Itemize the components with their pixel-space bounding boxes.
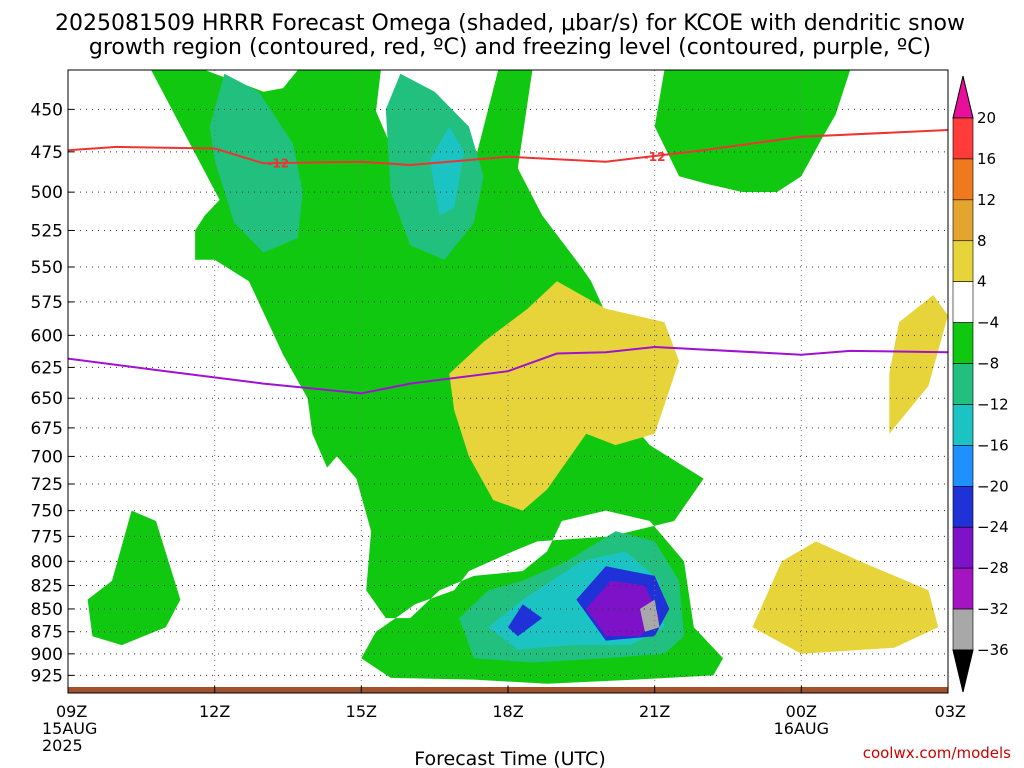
y-tick-label: 825 <box>31 576 63 596</box>
y-tick-label: 800 <box>31 552 63 572</box>
x-tick-label: 15Z <box>346 702 377 721</box>
colorbar-label: 12 <box>977 191 996 209</box>
colorbar-swatch <box>952 486 974 528</box>
colorbar-swatch <box>952 240 974 282</box>
y-tick-label: 450 <box>31 100 63 120</box>
colorbar-label: −4 <box>977 314 999 332</box>
colorbar-label: 16 <box>977 150 996 168</box>
x-tick-date: 15AUG <box>42 719 97 738</box>
omega-region-3 <box>209 73 303 253</box>
colorbar-label: −8 <box>977 355 999 373</box>
colorbar-label: −20 <box>977 477 1009 495</box>
colorbar-label: −28 <box>977 559 1009 577</box>
colorbar-swatch <box>952 567 974 610</box>
y-tick-label: 500 <box>31 183 63 203</box>
y-tick-label: 925 <box>31 666 63 686</box>
y-tick-label: 725 <box>31 475 63 495</box>
y-tick-label: 625 <box>31 358 63 378</box>
x-tick-label: 09Z <box>56 702 87 721</box>
colorbar-swatch <box>952 363 974 405</box>
colorbar-swatch <box>952 322 974 364</box>
y-tick-label: 775 <box>31 527 63 547</box>
omega-region-14 <box>449 281 680 511</box>
colorbar-label: −24 <box>977 518 1009 536</box>
y-tick-label: 600 <box>31 326 63 346</box>
contour-label-1: -12 <box>644 150 666 164</box>
colorbar-label: 20 <box>977 109 996 127</box>
y-tick-label: 525 <box>31 221 63 241</box>
omega-region-1 <box>87 510 181 646</box>
y-tick-label: 850 <box>31 600 63 620</box>
y-tick-label: 475 <box>31 143 63 163</box>
y-tick-label: 575 <box>31 293 63 313</box>
colorbar-label: −32 <box>977 600 1009 618</box>
colorbar-swatch <box>952 608 974 651</box>
contour-label-0: -12 <box>267 156 289 170</box>
chart-title-line1: 2025081509 HRRR Forecast Omega (shaded, … <box>55 11 965 36</box>
omega-region-10 <box>586 580 660 637</box>
colorbar-swatch <box>952 526 974 569</box>
chart-title-line2: growth region (contoured, red, ºC) and f… <box>89 35 931 60</box>
y-tick-label: 650 <box>31 389 63 409</box>
colorbar-label: 8 <box>977 232 987 250</box>
dendritic-growth-contour <box>68 129 948 167</box>
colorbar-swatch <box>952 445 974 487</box>
colorbar-top-arrow <box>952 75 974 119</box>
colorbar-swatch <box>952 404 974 446</box>
colorbar-swatch <box>952 281 974 323</box>
x-axis-label: Forecast Time (UTC) <box>414 748 605 768</box>
x-tick-date: 16AUG <box>774 719 829 738</box>
colorbar-label: −36 <box>977 641 1009 659</box>
x-tick-label: 21Z <box>639 702 670 721</box>
omega-region-8 <box>508 604 543 637</box>
y-axis-ticks: 450 475 500 525 550 575 600 625 650 675 700 725 750 7… <box>31 100 74 686</box>
x-tick-label: 00Z <box>786 702 817 721</box>
y-tick-label: 700 <box>31 447 63 467</box>
colorbar-swatch <box>952 158 974 201</box>
y-tick-label: 900 <box>31 645 63 665</box>
omega-region-13 <box>752 541 939 654</box>
colorbar-swatch <box>952 117 974 160</box>
colorbar-swatch <box>952 199 974 242</box>
y-tick-label: 550 <box>31 258 63 278</box>
x-tick-label: 12Z <box>199 702 230 721</box>
freezing-level-contour <box>68 345 948 395</box>
y-tick-label: 675 <box>31 419 63 439</box>
x-tick-label: 18Z <box>492 702 523 721</box>
colorbar-label: −16 <box>977 436 1009 454</box>
x-tick-label: 03Z <box>935 702 966 721</box>
omega-region-15 <box>889 295 948 434</box>
plot-area: -12 -12 <box>67 69 949 694</box>
colorbar: 20 16 12 8 4 −4 −8 −12 −16 −20 −24 −28 −32 −36 <box>952 75 1009 693</box>
colorbar-label: −12 <box>977 395 1009 413</box>
omega-region-5 <box>429 126 464 216</box>
colorbar-label: 4 <box>977 273 987 291</box>
x-tick-year: 2025 <box>42 736 83 755</box>
y-tick-label: 875 <box>31 623 63 643</box>
colorbar-bottom-arrow <box>952 649 974 693</box>
credit-text: coolwx.com/models <box>863 744 1011 762</box>
omega-region-11 <box>640 599 660 632</box>
omega-region-2 <box>654 70 851 193</box>
y-tick-label: 750 <box>31 502 63 522</box>
